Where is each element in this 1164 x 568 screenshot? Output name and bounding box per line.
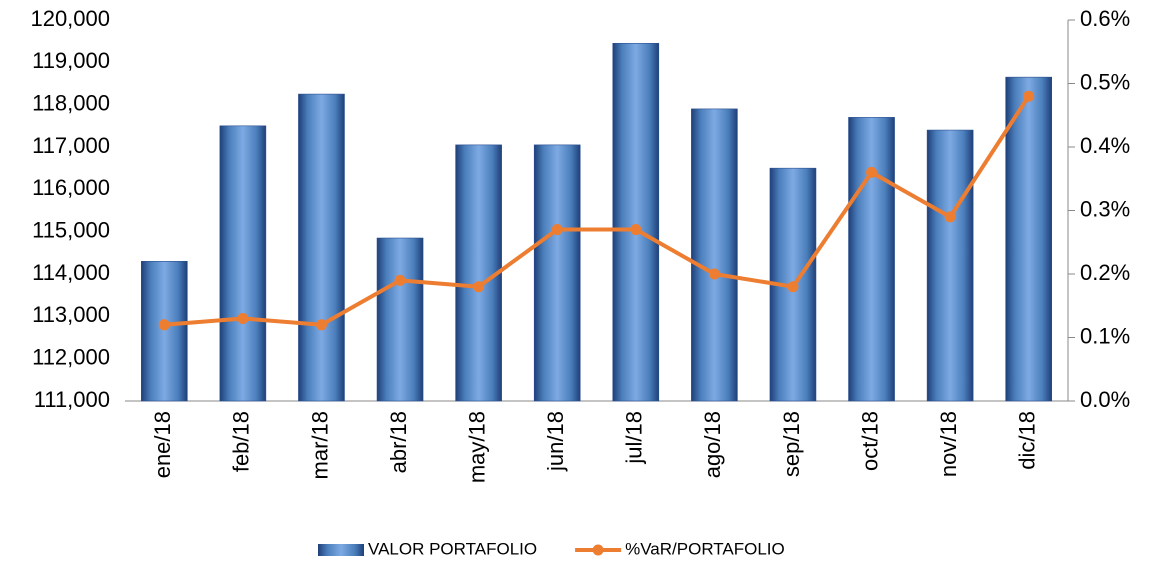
bar	[298, 93, 345, 402]
line	[164, 95, 1031, 327]
line-point	[866, 166, 878, 178]
line-point	[551, 224, 563, 236]
x-tick-label: may/18	[464, 411, 489, 483]
x-tick-label: abr/18	[386, 411, 411, 473]
y-tick-label: 113,000	[32, 302, 110, 327]
line-point	[237, 312, 249, 324]
bar	[612, 42, 660, 402]
y2-tick-label: 0.2%	[1080, 260, 1130, 285]
y2-tick-label: 0.0%	[1080, 387, 1130, 412]
x-tick-label: oct/18	[857, 411, 882, 471]
y-tick-label: 111,000	[34, 387, 110, 412]
bar	[926, 129, 974, 402]
bar	[691, 108, 738, 402]
line-point	[944, 211, 956, 223]
y2-tick-label: 0.4%	[1080, 133, 1130, 158]
bar	[1005, 76, 1053, 402]
bar	[533, 144, 581, 402]
x-tick-label: ago/18	[700, 411, 725, 478]
line-point	[787, 281, 799, 293]
line-point	[630, 224, 642, 236]
bar	[848, 117, 895, 402]
line-point	[1023, 90, 1035, 102]
line-point	[708, 268, 720, 280]
legend-label: %VaR/PORTAFOLIO	[625, 539, 785, 558]
y2-tick-label: 0.1%	[1080, 323, 1130, 348]
y-tick-label: 120,000	[30, 6, 110, 31]
y-tick-label: 114,000	[32, 260, 110, 285]
y-tick-label: 119,000	[32, 48, 110, 73]
line-point	[315, 319, 327, 331]
bar	[376, 237, 424, 402]
y-tick-label: 118,000	[32, 90, 110, 115]
legend-label: VALOR PORTAFOLIO	[368, 539, 537, 558]
bar	[140, 260, 188, 402]
y2-tick-label: 0.5%	[1080, 69, 1130, 94]
legend-swatch	[592, 544, 604, 556]
x-tick-label: ene/18	[150, 411, 175, 478]
x-tick-label: nov/18	[936, 411, 961, 477]
y-tick-label: 116,000	[32, 175, 110, 200]
x-tick-label: dic/18	[1015, 411, 1040, 470]
y2-tick-label: 0.6%	[1080, 6, 1130, 31]
line-point	[473, 281, 485, 293]
y2-tick-label: 0.3%	[1080, 196, 1130, 221]
line-point	[394, 274, 406, 286]
x-tick-label: jun/18	[543, 411, 568, 472]
bar	[219, 125, 267, 402]
x-tick-label: mar/18	[307, 411, 332, 479]
line-point	[158, 319, 170, 331]
y-tick-label: 117,000	[32, 133, 110, 158]
y-tick-label: 115,000	[32, 217, 110, 242]
x-tick-label: sep/18	[779, 411, 804, 477]
x-tick-label: jul/18	[622, 411, 647, 465]
y-tick-label: 112,000	[32, 344, 110, 369]
x-tick-label: feb/18	[229, 411, 254, 472]
bar	[455, 144, 502, 402]
legend-swatch	[318, 544, 364, 556]
